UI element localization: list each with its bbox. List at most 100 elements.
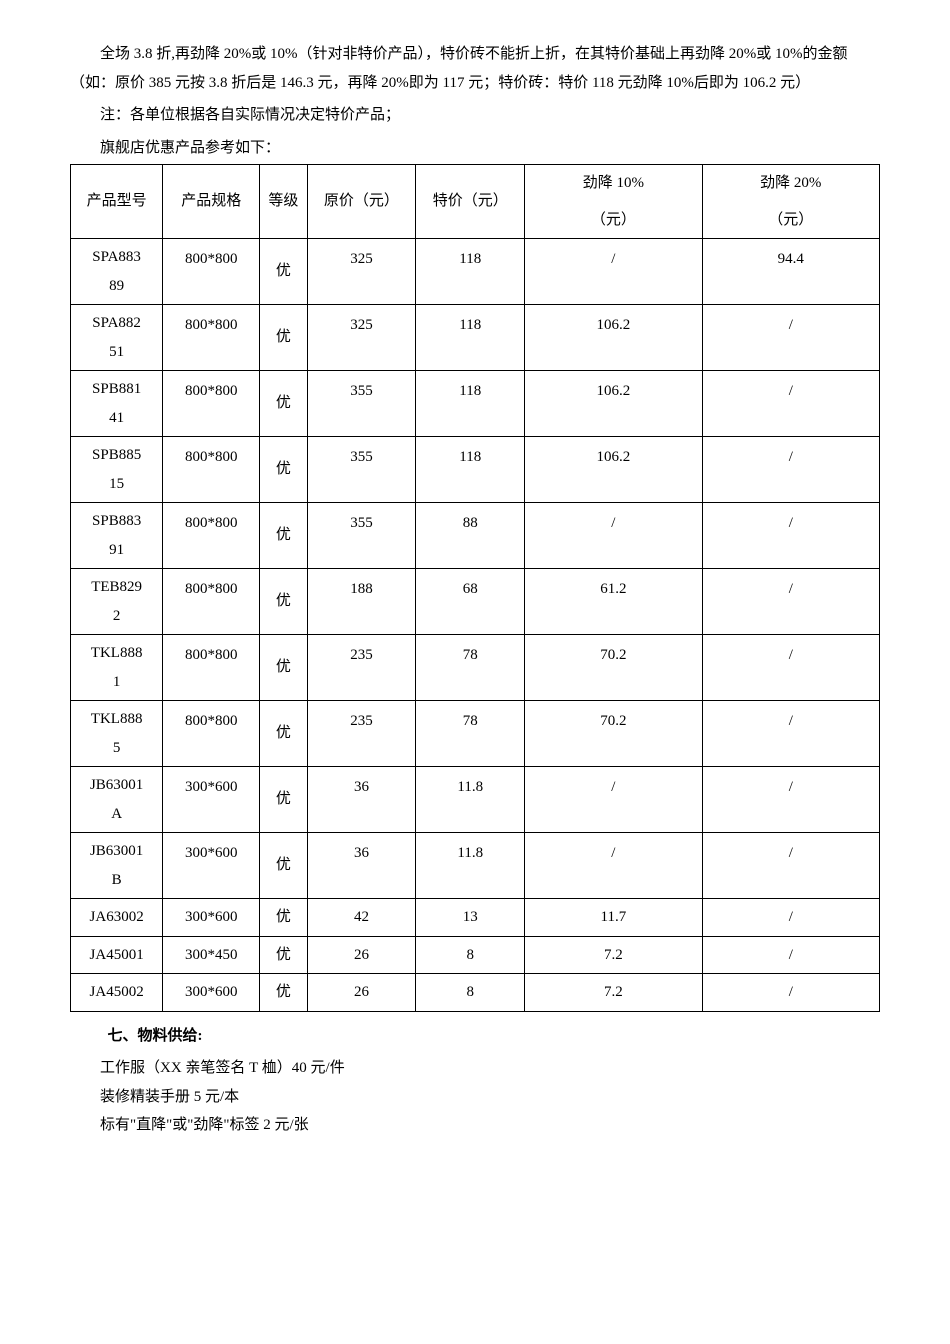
table-row: JA63002300*600优421311.7/ — [71, 899, 880, 937]
table-row: JB63001A300*600优3611.8// — [71, 767, 880, 833]
table-row: JA45002300*600优2687.2/ — [71, 974, 880, 1012]
cell-drop20: 94.4 — [702, 239, 879, 305]
cell-drop20: / — [702, 569, 879, 635]
table-row: SPB88141800*800优355118106.2/ — [71, 371, 880, 437]
cell-model: SPA88389 — [71, 239, 163, 305]
cell-drop10: 11.7 — [525, 899, 702, 937]
cell-drop10: / — [525, 833, 702, 899]
price-table: 产品型号 产品规格 等级 原价（元） 特价（元） 劲降 10% 劲降 20% （… — [70, 164, 880, 1012]
cell-special: 118 — [416, 239, 525, 305]
cell-special: 11.8 — [416, 833, 525, 899]
cell-drop20: / — [702, 936, 879, 974]
th-drop20-b: （元） — [702, 202, 879, 239]
cell-drop10: 106.2 — [525, 437, 702, 503]
cell-spec: 300*450 — [163, 936, 260, 974]
cell-special: 88 — [416, 503, 525, 569]
cell-grade: 优 — [260, 635, 307, 701]
table-row: JA45001300*450优2687.2/ — [71, 936, 880, 974]
cell-spec: 800*800 — [163, 371, 260, 437]
cell-orig: 26 — [307, 936, 416, 974]
cell-model: JB63001A — [71, 767, 163, 833]
material-item: 工作服（XX 亲笔签名 T 桖）40 元/件 — [70, 1054, 880, 1083]
table-row: SPB88391800*800优35588// — [71, 503, 880, 569]
cell-grade: 优 — [260, 503, 307, 569]
cell-grade: 优 — [260, 305, 307, 371]
cell-orig: 355 — [307, 503, 416, 569]
table-row: SPA88389800*800优325118/94.4 — [71, 239, 880, 305]
cell-special: 13 — [416, 899, 525, 937]
cell-drop10: 7.2 — [525, 974, 702, 1012]
table-row: SPA88251800*800优325118106.2/ — [71, 305, 880, 371]
cell-model: SPB88515 — [71, 437, 163, 503]
cell-orig: 36 — [307, 833, 416, 899]
cell-orig: 325 — [307, 239, 416, 305]
cell-grade: 优 — [260, 701, 307, 767]
cell-model: JA63002 — [71, 899, 163, 937]
cell-orig: 235 — [307, 635, 416, 701]
cell-drop20: / — [702, 503, 879, 569]
cell-model: SPA88251 — [71, 305, 163, 371]
cell-grade: 优 — [260, 569, 307, 635]
cell-model: JA45002 — [71, 974, 163, 1012]
th-model: 产品型号 — [71, 165, 163, 239]
cell-drop20: / — [702, 437, 879, 503]
cell-orig: 42 — [307, 899, 416, 937]
cell-drop10: 106.2 — [525, 305, 702, 371]
th-drop10-b: （元） — [525, 202, 702, 239]
cell-drop20: / — [702, 899, 879, 937]
intro-note-1: 注：各单位根据各自实际情况决定特价产品； — [70, 101, 880, 130]
cell-special: 8 — [416, 936, 525, 974]
cell-special: 11.8 — [416, 767, 525, 833]
cell-grade: 优 — [260, 974, 307, 1012]
th-special: 特价（元） — [416, 165, 525, 239]
cell-orig: 188 — [307, 569, 416, 635]
intro-note-2: 旗舰店优惠产品参考如下： — [70, 134, 880, 163]
table-row: TKL8881800*800优2357870.2/ — [71, 635, 880, 701]
cell-special: 78 — [416, 635, 525, 701]
cell-model: JB63001B — [71, 833, 163, 899]
th-grade: 等级 — [260, 165, 307, 239]
cell-special: 118 — [416, 371, 525, 437]
cell-spec: 800*800 — [163, 503, 260, 569]
cell-model: TKL8881 — [71, 635, 163, 701]
cell-model: SPB88391 — [71, 503, 163, 569]
cell-special: 68 — [416, 569, 525, 635]
cell-drop20: / — [702, 974, 879, 1012]
cell-special: 118 — [416, 437, 525, 503]
cell-drop20: / — [702, 305, 879, 371]
cell-grade: 优 — [260, 899, 307, 937]
cell-drop10: 61.2 — [525, 569, 702, 635]
cell-drop20: / — [702, 635, 879, 701]
cell-special: 78 — [416, 701, 525, 767]
table-header-row: 产品型号 产品规格 等级 原价（元） 特价（元） 劲降 10% 劲降 20% — [71, 165, 880, 202]
cell-model: TEB8292 — [71, 569, 163, 635]
intro-paragraph: 全场 3.8 折,再劲降 20%或 10%（针对非特价产品），特价砖不能折上折，… — [70, 40, 880, 97]
cell-drop20: / — [702, 371, 879, 437]
cell-model: JA45001 — [71, 936, 163, 974]
th-spec: 产品规格 — [163, 165, 260, 239]
cell-spec: 300*600 — [163, 767, 260, 833]
cell-spec: 300*600 — [163, 833, 260, 899]
cell-special: 8 — [416, 974, 525, 1012]
section-7-title: 七、物料供给: — [108, 1022, 881, 1051]
cell-drop10: / — [525, 239, 702, 305]
cell-grade: 优 — [260, 437, 307, 503]
cell-special: 118 — [416, 305, 525, 371]
cell-grade: 优 — [260, 767, 307, 833]
cell-spec: 300*600 — [163, 974, 260, 1012]
cell-drop10: / — [525, 767, 702, 833]
cell-drop20: / — [702, 767, 879, 833]
cell-orig: 235 — [307, 701, 416, 767]
th-drop20-a: 劲降 20% — [702, 165, 879, 202]
material-item: 装修精装手册 5 元/本 — [70, 1083, 880, 1112]
table-row: JB63001B300*600优3611.8// — [71, 833, 880, 899]
th-drop10-a: 劲降 10% — [525, 165, 702, 202]
cell-grade: 优 — [260, 833, 307, 899]
cell-spec: 300*600 — [163, 899, 260, 937]
cell-spec: 800*800 — [163, 239, 260, 305]
th-orig: 原价（元） — [307, 165, 416, 239]
table-row: TEB8292800*800优1886861.2/ — [71, 569, 880, 635]
cell-spec: 800*800 — [163, 635, 260, 701]
cell-drop10: 70.2 — [525, 635, 702, 701]
cell-drop20: / — [702, 833, 879, 899]
